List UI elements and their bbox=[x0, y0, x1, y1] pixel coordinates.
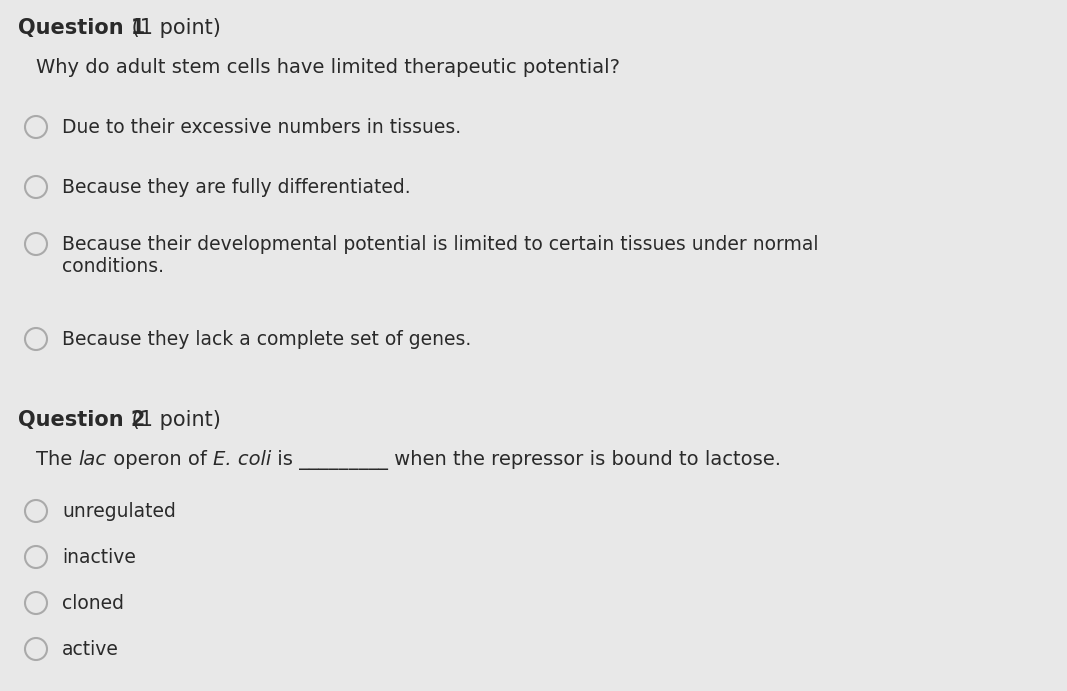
Text: Because their developmental potential is limited to certain tissues under normal: Because their developmental potential is… bbox=[62, 235, 818, 276]
Text: active: active bbox=[62, 640, 118, 659]
Text: is _________ when the repressor is bound to lactose.: is _________ when the repressor is bound… bbox=[271, 450, 781, 470]
Text: lac: lac bbox=[79, 450, 107, 469]
Text: Why do adult stem cells have limited therapeutic potential?: Why do adult stem cells have limited the… bbox=[36, 58, 620, 77]
Text: The: The bbox=[36, 450, 79, 469]
Text: Because they are fully differentiated.: Because they are fully differentiated. bbox=[62, 178, 411, 197]
Text: (1 point): (1 point) bbox=[125, 18, 221, 38]
Text: operon of: operon of bbox=[107, 450, 212, 469]
Text: unregulated: unregulated bbox=[62, 502, 176, 521]
Text: (1 point): (1 point) bbox=[125, 410, 221, 430]
Text: inactive: inactive bbox=[62, 548, 136, 567]
Text: Question 2: Question 2 bbox=[18, 410, 145, 430]
Text: Due to their excessive numbers in tissues.: Due to their excessive numbers in tissue… bbox=[62, 118, 461, 137]
Text: cloned: cloned bbox=[62, 594, 124, 613]
Text: Question 1: Question 1 bbox=[18, 18, 145, 38]
Text: E. coli: E. coli bbox=[212, 450, 271, 469]
Text: Because they lack a complete set of genes.: Because they lack a complete set of gene… bbox=[62, 330, 472, 349]
